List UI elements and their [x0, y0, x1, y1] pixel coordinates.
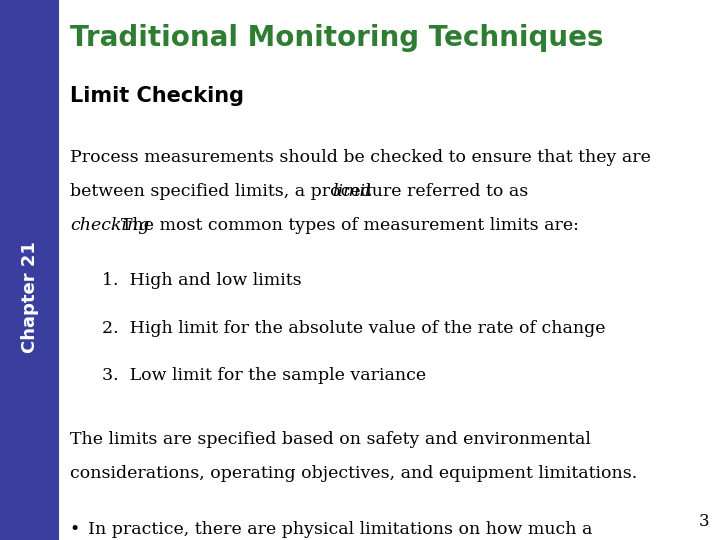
Text: 2.  High limit for the absolute value of the rate of change: 2. High limit for the absolute value of …	[102, 320, 606, 336]
Text: In practice, there are physical limitations on how much a: In practice, there are physical limitati…	[88, 521, 593, 537]
Bar	[0, 0, 59, 540]
Text: Chapter 21: Chapter 21	[20, 241, 39, 353]
Text: 3: 3	[698, 514, 709, 530]
Text: limit: limit	[333, 183, 373, 199]
Text: considerations, operating objectives, and equipment limitations.: considerations, operating objectives, an…	[70, 465, 637, 482]
Text: between specified limits, a procedure referred to as: between specified limits, a procedure re…	[70, 183, 534, 199]
Text: . The most common types of measurement limits are:: . The most common types of measurement l…	[109, 217, 578, 233]
Text: checking: checking	[70, 217, 149, 233]
Text: Limit Checking: Limit Checking	[70, 86, 244, 106]
Text: Process measurements should be checked to ensure that they are: Process measurements should be checked t…	[70, 148, 651, 165]
Text: •: •	[70, 521, 80, 537]
Text: The limits are specified based on safety and environmental: The limits are specified based on safety…	[70, 431, 590, 448]
Text: 1.  High and low limits: 1. High and low limits	[102, 272, 302, 289]
Text: Traditional Monitoring Techniques: Traditional Monitoring Techniques	[70, 24, 603, 52]
Text: 3.  Low limit for the sample variance: 3. Low limit for the sample variance	[102, 367, 426, 384]
